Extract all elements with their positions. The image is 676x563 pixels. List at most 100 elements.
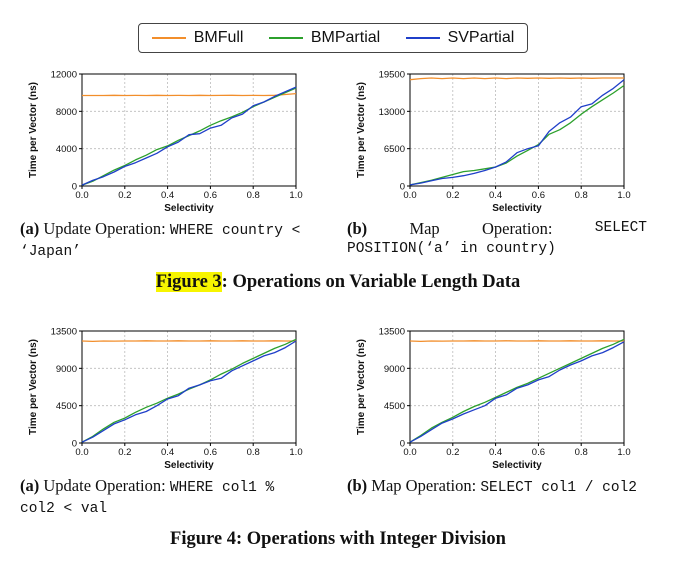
caption-4b-text: Map Operation:: [371, 476, 477, 495]
chart1-xtick-label-0: 0.0: [75, 190, 88, 201]
legend-line-svpartial: [405, 37, 440, 39]
chart3-ylabel: Time per Vector (ns): [28, 339, 39, 435]
chart4-series-bmpartial: [409, 338, 625, 443]
chart-panel-4: 0.0 0.2 0.4 0.6 0.8 1.0 0 4500 9000 13500 Selectiv…: [348, 323, 648, 473]
chart3-series-bmfull: [81, 340, 296, 343]
chart3-series-svpartial: [81, 340, 297, 443]
chart4-xtick-label-3: 0.6: [532, 447, 545, 458]
caption-4a-code1: WHERE col1 %: [169, 480, 275, 496]
chart3-xlabel: Selectivity: [164, 460, 214, 471]
chart1-frame: [81, 73, 297, 187]
chart1-xtick-label-3: 0.6: [204, 190, 217, 201]
chart3-xtick-label-3: 0.6: [204, 447, 217, 458]
caption-4a-code2: col2 < val: [20, 501, 108, 517]
chart2-series-bmpartial: [409, 84, 625, 186]
legend-item-svpartial: SVPartial: [405, 29, 515, 47]
chart3-series-bmpartial: [81, 338, 297, 443]
chart-panel-3: 0.0 0.2 0.4 0.6 0.8 1.0 0 4500 9000 13500 Selectiv…: [20, 323, 320, 473]
chart4-xtick-label-4: 0.8: [575, 447, 588, 458]
caption-4a-label: (a): [20, 476, 40, 495]
chart-svg-3: 0.0 0.2 0.4 0.6 0.8 1.0 0 4500 9000 13500 Selectiv…: [28, 327, 303, 472]
caption-3b-label: (b): [347, 219, 368, 238]
chart1-ytick-label-1: 4000: [56, 144, 77, 155]
caption-4a-text: Update Operation:: [43, 476, 166, 495]
chart3-frame: [81, 330, 297, 444]
chart1-xtick-label-4: 0.8: [247, 190, 260, 201]
chart2-ytick-label-0: 0: [400, 182, 405, 193]
chart-legend: BMFull BMPartial SVPartial: [138, 23, 528, 53]
chart-panel-1: 0.0 0.2 0.4 0.6 0.8 1.0 0 4000 8000 12000 Selectiv…: [20, 66, 320, 216]
caption-4b-code1: SELECT col1 / col2: [480, 480, 637, 496]
chart1-xlabel: Selectivity: [164, 203, 214, 214]
chart1-xtick-label-1: 0.2: [118, 190, 131, 201]
chart2-xtick-label-3: 0.6: [532, 190, 545, 201]
chart2-xtick-label-2: 0.4: [489, 190, 502, 201]
caption-3b-code2: POSITION(‘a’ in country): [347, 241, 556, 257]
chart3-xtick-label-0: 0.0: [75, 447, 88, 458]
chart2-series-bmfull: [409, 77, 624, 81]
chart3-xtick-label-2: 0.4: [161, 447, 174, 458]
caption-3a-line1: (a) Update Operation: WHERE country <: [20, 218, 325, 242]
chart4-ytick-label-0: 0: [400, 439, 405, 450]
chart4-xlabel: Selectivity: [492, 460, 542, 471]
caption-3a-code2: ‘Japan’: [20, 244, 81, 260]
chart4-ylabel: Time per Vector (ns): [356, 339, 367, 435]
chart2-frame: [409, 73, 625, 187]
chart2-xtick-label-5: 1.0: [617, 190, 630, 201]
chart1-xtick-label-5: 1.0: [289, 190, 302, 201]
caption-4a: (a) Update Operation: WHERE col1 % col2 …: [20, 475, 325, 520]
chart4-xtick-label-1: 0.2: [446, 447, 459, 458]
chart2-xtick-label-4: 0.8: [575, 190, 588, 201]
caption-3b: (b) Map Operation: SELECT POSITION(‘a’ in c…: [347, 218, 647, 260]
legend-label-bmpartial: BMPartial: [310, 29, 381, 46]
chart2-series-svpartial: [409, 79, 625, 186]
chart-panel-2: 0.0 0.2 0.4 0.6 0.8 1.0 0 6500 13000 19500 Selecti…: [348, 66, 648, 216]
caption-3a-label: (a): [20, 219, 40, 238]
caption-3b-line1: (b) Map Operation: SELECT: [347, 218, 647, 239]
chart1-ytick-label-0: 0: [72, 182, 77, 193]
chart4-series-bmfull: [409, 340, 624, 343]
legend-line-bmpartial: [268, 37, 303, 39]
chart3-ytick-label-2: 9000: [56, 364, 77, 375]
chart2-ytick-label-2: 13000: [379, 107, 405, 118]
chart2-xtick-label-1: 0.2: [446, 190, 459, 201]
legend-item-bmfull: BMFull: [151, 29, 243, 47]
chart4-frame: [409, 330, 625, 444]
chart4-xtick-label-2: 0.4: [489, 447, 502, 458]
chart4-ytick-label-2: 9000: [384, 364, 405, 375]
caption-3a-code1: WHERE country <: [169, 223, 301, 239]
chart1-xtick-label-2: 0.4: [161, 190, 174, 201]
chart-svg-4: 0.0 0.2 0.4 0.6 0.8 1.0 0 4500 9000 13500 Selectiv…: [356, 327, 631, 472]
caption-4b-label: (b): [347, 476, 368, 495]
chart1-ytick-label-2: 8000: [56, 107, 77, 118]
chart3-xtick-label-1: 0.2: [118, 447, 131, 458]
caption-4a-line1: (a) Update Operation: WHERE col1 %: [20, 475, 325, 499]
chart2-ytick-label-1: 6500: [384, 144, 405, 155]
caption-3a-text: Update Operation:: [43, 219, 166, 238]
chart1-series-svpartial: [81, 86, 297, 186]
caption-4b-line1: (b) Map Operation: SELECT col1 / col2: [347, 475, 657, 499]
chart2-ytick-label-3: 19500: [379, 70, 405, 81]
chart4-xtick-label-0: 0.0: [403, 447, 416, 458]
chart4-xtick-label-5: 1.0: [617, 447, 630, 458]
legend-line-bmfull: [151, 37, 186, 39]
chart3-ytick-label-3: 13500: [51, 327, 77, 338]
chart3-xtick-label-5: 1.0: [289, 447, 302, 458]
legend-label-svpartial: SVPartial: [447, 29, 515, 46]
caption-4b: (b) Map Operation: SELECT col1 / col2: [347, 475, 657, 499]
figure-3-label: Figure 3: [155, 272, 222, 292]
figure-4-title: Figure 4: Operations with Integer Divisi…: [170, 529, 506, 549]
chart2-xlabel: Selectivity: [492, 203, 542, 214]
chart3-xtick-label-4: 0.8: [247, 447, 260, 458]
chart4-ytick-label-3: 13500: [379, 327, 405, 338]
chart1-ytick-label-3: 12000: [51, 70, 77, 81]
caption-3a: (a) Update Operation: WHERE country < ‘J…: [20, 218, 325, 263]
caption-3b-word2: Operation:: [481, 219, 553, 238]
figure-3-title: Figure 3: Operations on Variable Length …: [0, 272, 676, 293]
chart4-series-svpartial: [409, 341, 625, 443]
chart-svg-1: 0.0 0.2 0.4 0.6 0.8 1.0 0 4000 8000 12000 Selectiv…: [28, 70, 303, 215]
chart2-ylabel: Time per Vector (ns): [356, 82, 367, 178]
chart-svg-2: 0.0 0.2 0.4 0.6 0.8 1.0 0 6500 13000 19500 Selecti…: [356, 70, 631, 215]
chart1-series-bmfull: [82, 92, 297, 97]
chart3-ytick-label-1: 4500: [56, 401, 77, 412]
